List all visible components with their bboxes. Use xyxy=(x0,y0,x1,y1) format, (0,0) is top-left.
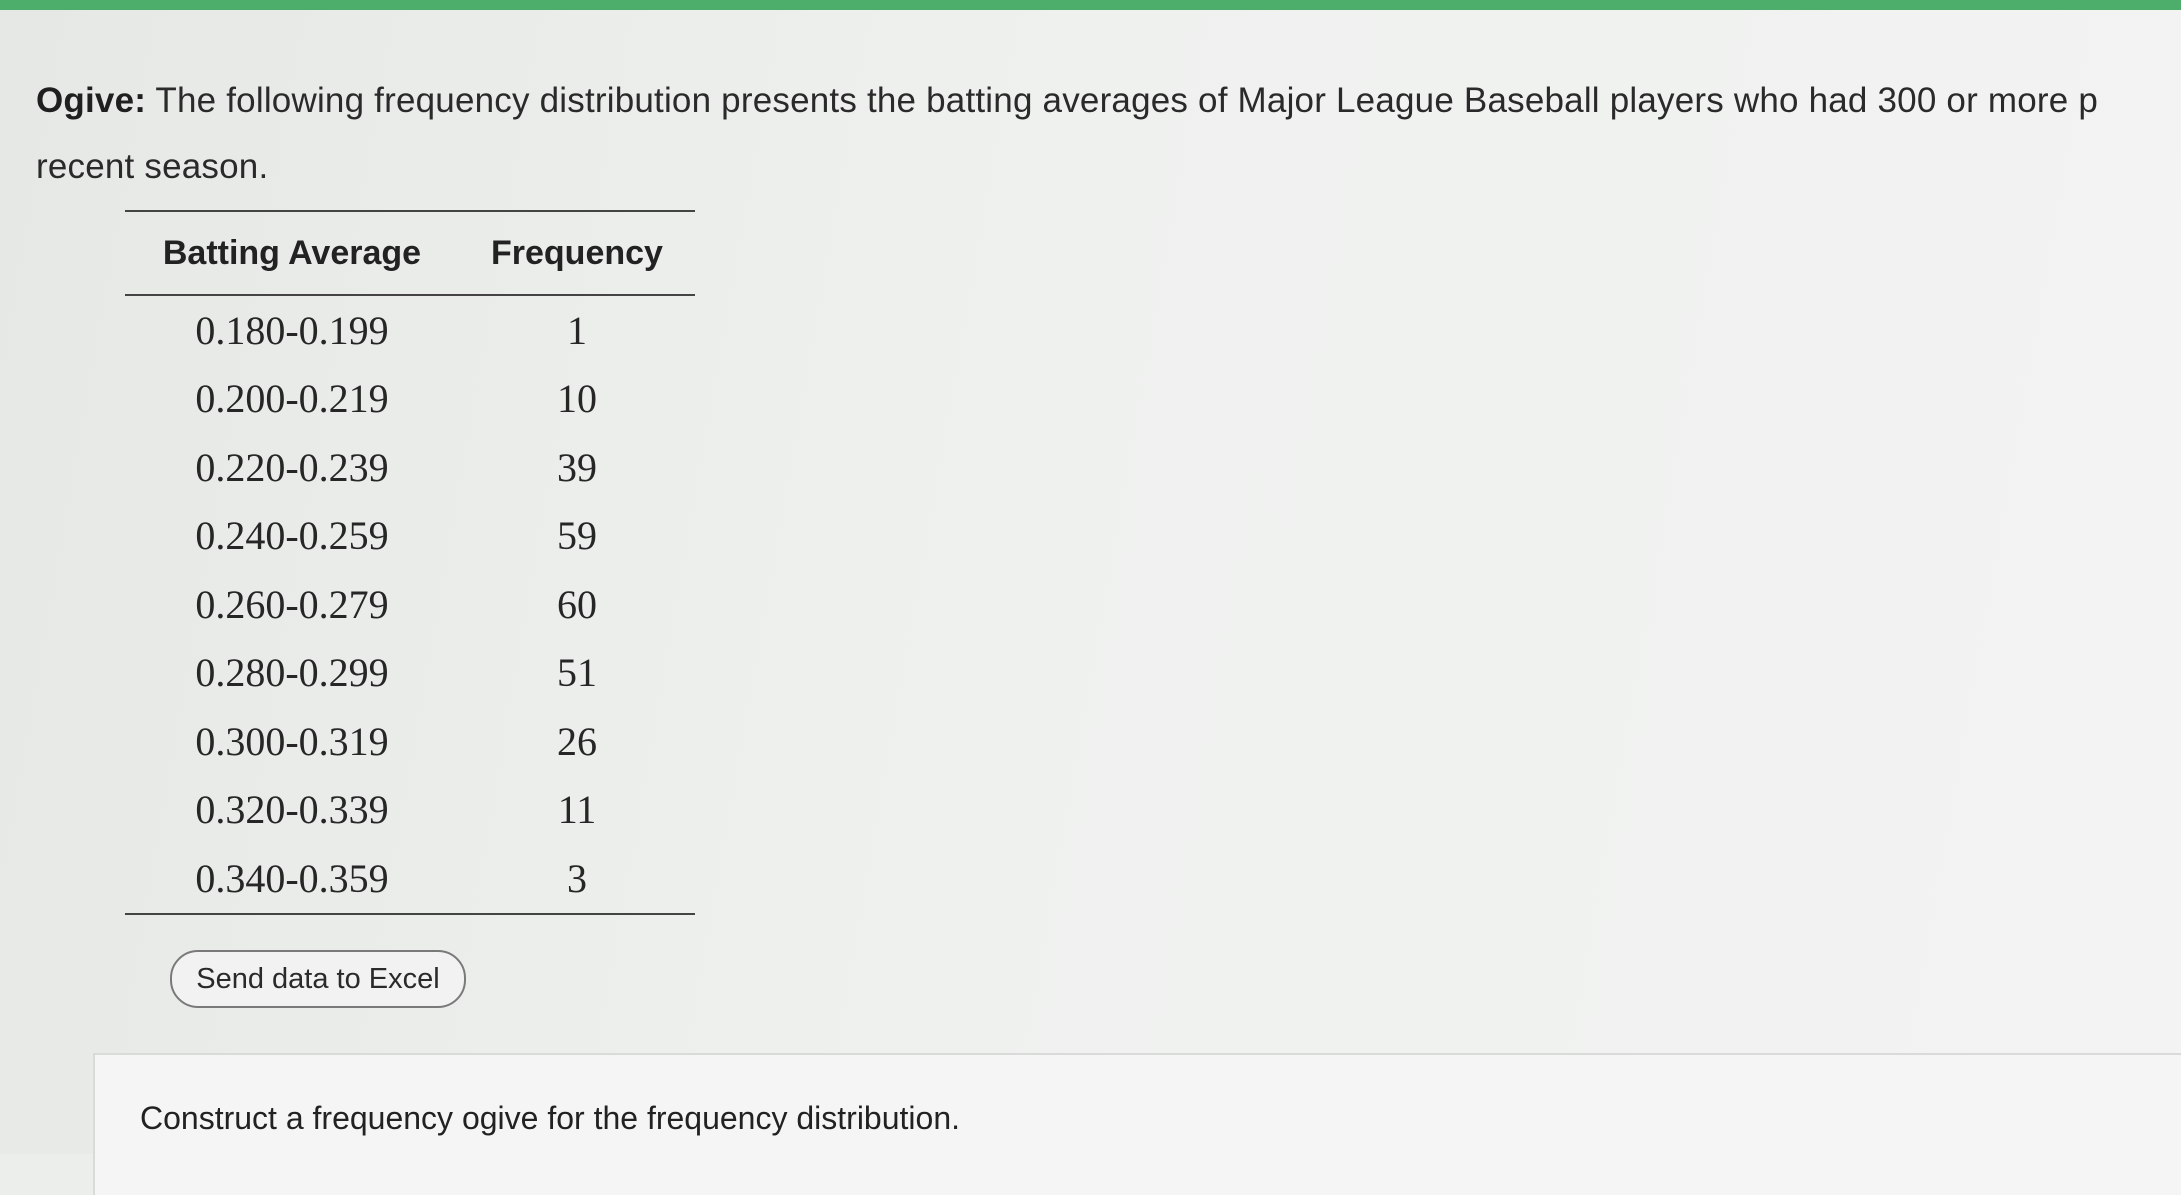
frequency-cell: 10 xyxy=(556,376,597,422)
batting-average-cell: 0.260-0.279 xyxy=(195,581,389,627)
table-row: 0.220-0.239 39 xyxy=(125,433,695,502)
question-lead: Ogive: xyxy=(36,81,147,120)
batting-average-cell: 0.180-0.199 xyxy=(195,307,389,353)
table-row: 0.340-0.359 3 xyxy=(125,844,695,915)
question-line-1: Ogive: The following frequency distribut… xyxy=(36,68,2176,134)
frequency-cell: 39 xyxy=(556,444,597,490)
frequency-cell: 11 xyxy=(557,787,597,833)
batting-average-cell: 0.340-0.359 xyxy=(125,844,459,915)
question-line-2: recent season. xyxy=(36,147,269,186)
frequency-cell: 60 xyxy=(556,581,597,627)
send-data-to-excel-button[interactable]: Send data to Excel xyxy=(170,950,466,1008)
frequency-cell: 26 xyxy=(556,718,597,764)
question-page: Ogive: The following frequency distribut… xyxy=(0,10,2181,1195)
frequency-table: Batting Average Frequency 0.180-0.199 1 … xyxy=(125,210,695,915)
frequency-cell: 3 xyxy=(458,844,695,915)
question-body: The following frequency distribution pre… xyxy=(155,81,2098,120)
batting-average-cell: 0.280-0.299 xyxy=(195,650,389,696)
batting-average-cell: 0.240-0.259 xyxy=(195,513,389,559)
table-row: 0.280-0.299 51 xyxy=(125,639,695,708)
batting-average-cell: 0.300-0.319 xyxy=(195,718,389,764)
header-frequency: Frequency xyxy=(458,210,695,296)
frequency-cell: 1 xyxy=(566,307,587,353)
batting-average-cell: 0.220-0.239 xyxy=(195,444,389,490)
frequency-cell: 51 xyxy=(556,650,597,696)
table-row: 0.240-0.259 59 xyxy=(125,502,695,571)
answer-panel: Construct a frequency ogive for the freq… xyxy=(93,1053,2181,1195)
table-row: 0.300-0.319 26 xyxy=(125,707,695,776)
table-row: 0.260-0.279 60 xyxy=(125,570,695,639)
table-row: 0.200-0.219 10 xyxy=(125,365,695,434)
batting-average-cell: 0.320-0.339 xyxy=(195,787,389,833)
frequency-cell: 59 xyxy=(556,513,597,559)
table-row: 0.180-0.199 1 xyxy=(125,295,695,365)
instruction-text: Construct a frequency ogive for the freq… xyxy=(140,1100,960,1136)
table-row: 0.320-0.339 11 xyxy=(125,776,695,845)
top-accent-bar xyxy=(0,0,2181,10)
batting-average-cell: 0.200-0.219 xyxy=(195,376,389,422)
question-text: Ogive: The following frequency distribut… xyxy=(36,68,2176,200)
header-batting-average: Batting Average xyxy=(125,210,459,296)
table-header-row: Batting Average Frequency xyxy=(125,210,695,296)
